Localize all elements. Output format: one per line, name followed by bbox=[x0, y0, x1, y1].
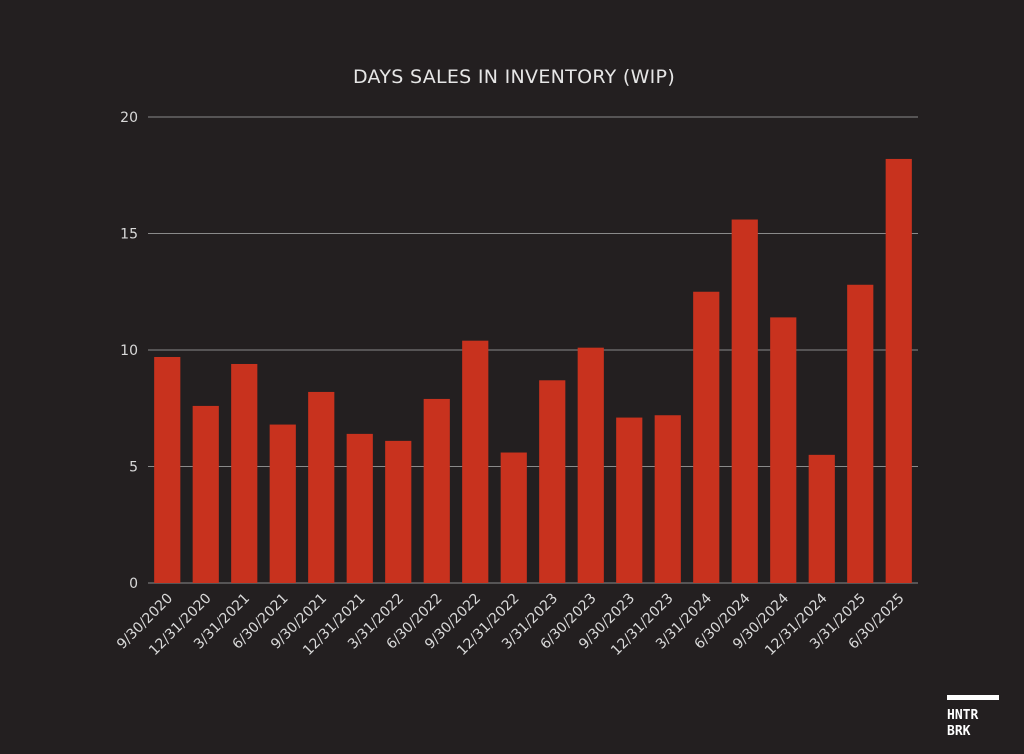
bar bbox=[770, 317, 797, 583]
chart-title: DAYS SALES IN INVENTORY (WIP) bbox=[353, 66, 675, 88]
logo-line-2: BRK bbox=[947, 724, 971, 739]
bar bbox=[423, 398, 450, 583]
bar bbox=[500, 452, 527, 583]
bar bbox=[577, 347, 604, 583]
bars bbox=[154, 158, 912, 583]
bar bbox=[693, 291, 720, 583]
bar bbox=[885, 158, 912, 583]
y-tick-label: 10 bbox=[120, 343, 138, 359]
y-tick-label: 5 bbox=[129, 460, 138, 476]
bar bbox=[539, 380, 566, 583]
bar bbox=[269, 424, 296, 583]
logo-line-1: HNTR bbox=[947, 708, 978, 723]
bar bbox=[808, 454, 835, 583]
bar bbox=[462, 340, 489, 583]
gridlines bbox=[148, 116, 918, 584]
bar bbox=[346, 433, 373, 583]
bar bbox=[616, 417, 643, 583]
y-tick-label: 15 bbox=[120, 227, 138, 243]
bar bbox=[192, 405, 219, 583]
bar bbox=[385, 440, 412, 583]
bar bbox=[654, 415, 681, 583]
bar bbox=[847, 284, 874, 583]
y-tick-label: 0 bbox=[129, 576, 138, 592]
logo-bar bbox=[947, 695, 999, 700]
bar bbox=[154, 356, 181, 583]
y-tick-label: 20 bbox=[120, 110, 138, 126]
y-axis-ticks: 0 5 10 15 20 bbox=[120, 110, 138, 592]
brand-logo: HNTR BRK bbox=[947, 695, 999, 739]
bar bbox=[731, 219, 758, 583]
bar bbox=[231, 363, 258, 583]
bar bbox=[308, 391, 335, 583]
x-axis-labels: 9/30/202012/31/20203/31/20216/30/20219/3… bbox=[114, 590, 908, 658]
